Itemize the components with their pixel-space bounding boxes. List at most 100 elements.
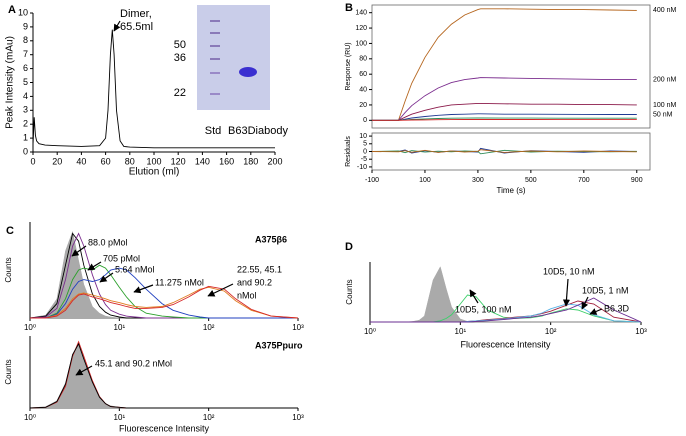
panel-label: D xyxy=(345,241,353,253)
annotation-arrow xyxy=(581,296,589,310)
y-tick-label: 0 xyxy=(23,146,28,156)
x-axis-title: Fluorescence Intensity xyxy=(460,339,551,349)
line xyxy=(372,77,637,121)
annotation: 5.64 nMol xyxy=(115,264,155,274)
x-tick-label: 20 xyxy=(52,156,62,166)
line xyxy=(30,285,299,319)
y-tick-label: 9 xyxy=(23,21,28,31)
x-tick-label: 10⁰ xyxy=(364,327,376,336)
gel-band xyxy=(210,20,220,22)
annotation: Dimer, xyxy=(120,8,152,20)
y-tick-label: 5 xyxy=(363,141,367,148)
x-axis-title: Elution (ml) xyxy=(129,167,180,178)
line xyxy=(372,119,637,121)
x-tick-label: 900 xyxy=(631,177,643,184)
y-tick-label: 10 xyxy=(18,7,28,17)
y-tick-label: -5 xyxy=(361,156,367,163)
x-tick-label: 10¹ xyxy=(114,413,126,422)
x-tick-label: 10² xyxy=(203,413,215,422)
panel: 10⁰ 10¹ 10² 10³ Fluorescence Intensity Counts… xyxy=(4,336,304,433)
lane-label: Std xyxy=(205,125,222,137)
x-tick-label: 100 xyxy=(419,177,431,184)
panel-title: A375β6 xyxy=(255,234,287,244)
annotation: 705 pMol xyxy=(103,253,140,263)
y-tick-label: 0 xyxy=(363,117,367,124)
x-tick-label: -100 xyxy=(365,177,379,184)
x-tick-label: 10³ xyxy=(292,413,304,422)
panel: 0 20 40 60 80 100 120 140 160 180 200 0 1 2 3 4 5 6 7 8 9 10 E… xyxy=(5,4,289,178)
x-tick-label: 200 xyxy=(267,156,282,166)
y-axis-title: Counts xyxy=(4,359,13,384)
gel-band xyxy=(210,45,220,47)
x-tick-label: 80 xyxy=(125,156,135,166)
annotation: 65.5ml xyxy=(120,21,153,33)
x-tick-label: 10² xyxy=(203,323,215,332)
annotation: B6.3D xyxy=(604,303,630,313)
x-tick-label: 40 xyxy=(76,156,86,166)
annotation-arrow xyxy=(87,261,102,271)
gel-band xyxy=(239,67,257,77)
annotation-arrow xyxy=(99,272,114,283)
y-tick-label: 100 xyxy=(355,40,367,47)
line xyxy=(372,113,637,121)
x-tick-label: 300 xyxy=(472,177,484,184)
y-tick-label: 2 xyxy=(23,119,28,129)
x-tick-label: 10³ xyxy=(635,327,647,336)
y-tick-label: 20 xyxy=(359,102,367,109)
y-tick-label: 10 xyxy=(359,133,367,140)
line xyxy=(30,286,299,319)
panel-title: A375Ppuro xyxy=(255,340,303,350)
annotation: 11.275 nMol xyxy=(155,277,204,287)
gel-inset xyxy=(197,5,270,110)
line xyxy=(372,8,637,121)
panel-label: C xyxy=(6,225,14,237)
x-tick-label: 10² xyxy=(545,327,557,336)
gel-band xyxy=(210,32,220,34)
annotation: 88.0 pMol xyxy=(88,237,128,247)
annotation-arrow xyxy=(207,283,234,297)
marker-label: 22 xyxy=(174,87,186,99)
x-tick-label: 700 xyxy=(578,177,590,184)
line xyxy=(372,102,637,121)
y-tick-label: 0 xyxy=(363,148,367,155)
lane-label: B63Diabody xyxy=(228,125,288,137)
x-tick-label: 140 xyxy=(195,156,210,166)
marker-label: 50 xyxy=(174,39,186,51)
y-tick-label: 5 xyxy=(23,77,28,87)
line xyxy=(371,149,637,153)
annotation-arrow xyxy=(75,365,93,376)
x-tick-label: 60 xyxy=(101,156,111,166)
panel: 10⁰ 10¹ 10² 10³ Counts C A375β6 88.0 pMol 705 pM… xyxy=(4,222,304,332)
annotation: 22.55, 45.1 xyxy=(237,264,282,274)
y-axis-title: Counts xyxy=(4,257,13,282)
annotation-arrow xyxy=(589,308,603,315)
area xyxy=(29,342,298,409)
annotation: 45.1 and 90.2 nMol xyxy=(95,358,172,368)
line xyxy=(29,342,298,409)
annotation-arrow xyxy=(133,284,154,294)
annotation-arrow xyxy=(71,245,87,257)
annotation: 10D5, 10 nM xyxy=(543,266,595,276)
x-tick-label: 10¹ xyxy=(114,323,126,332)
annotation-arrow xyxy=(113,20,121,32)
annotation-arrow xyxy=(469,289,479,304)
x-tick-label: 500 xyxy=(525,177,537,184)
y-axis-title: Response (RU) xyxy=(345,42,352,90)
gel-band xyxy=(210,72,220,74)
y-tick-label: 80 xyxy=(359,56,367,63)
series-label: 100 nM xyxy=(653,102,677,109)
x-tick-label: 10⁰ xyxy=(24,413,36,422)
annotation: and 90.2 xyxy=(237,277,272,287)
y-axis-title: Peak Intensity (mAu) xyxy=(5,36,16,129)
y-axis-title: Counts xyxy=(345,279,354,304)
y-tick-label: 4 xyxy=(23,91,28,101)
x-tick-label: 100 xyxy=(146,156,161,166)
series-label: 200 nM xyxy=(653,76,677,83)
y-tick-label: 140 xyxy=(355,10,367,17)
y-tick-label: 60 xyxy=(359,71,367,78)
gel-band xyxy=(210,58,220,60)
x-tick-label: 160 xyxy=(219,156,234,166)
y-tick-label: 40 xyxy=(359,86,367,93)
line xyxy=(30,267,298,319)
